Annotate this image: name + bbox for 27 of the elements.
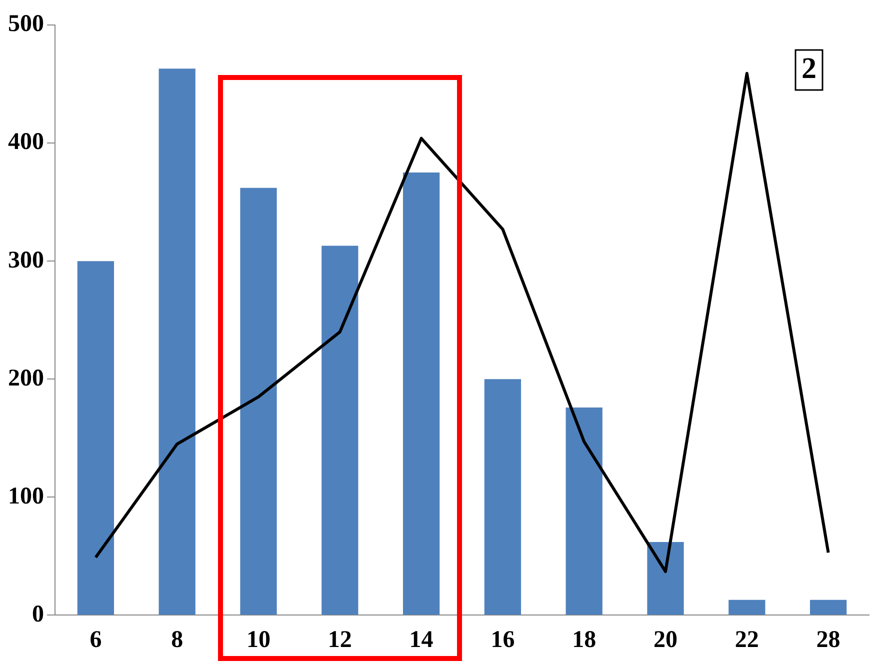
bar — [566, 407, 602, 615]
x-tick-label: 6 — [90, 626, 102, 653]
y-tick-label: 500 — [8, 11, 44, 38]
y-tick-label: 200 — [8, 365, 44, 392]
y-tick-label: 0 — [32, 601, 44, 628]
x-tick-label: 18 — [572, 626, 596, 653]
bar — [484, 379, 522, 615]
x-tick-label: 16 — [490, 626, 515, 653]
bar — [647, 542, 684, 615]
y-tick-label: 300 — [8, 247, 44, 274]
bar — [77, 261, 114, 615]
bar — [322, 246, 358, 615]
x-tick-label: 10 — [246, 626, 270, 653]
y-tick-label: 400 — [8, 129, 44, 156]
bar — [402, 172, 440, 615]
bar — [158, 68, 196, 615]
x-tick-label: 20 — [654, 626, 678, 653]
annotation: 2 — [802, 52, 816, 85]
x-tick-label: 8 — [171, 626, 184, 653]
y-tick-label: 100 — [8, 483, 44, 510]
x-tick-label: 14 — [409, 626, 434, 653]
bar — [810, 600, 847, 615]
bar — [728, 600, 766, 615]
bar — [240, 188, 277, 615]
x-tick-label: 22 — [734, 626, 759, 653]
x-tick-label: 12 — [328, 626, 352, 653]
x-tick-label: 28 — [816, 626, 840, 653]
